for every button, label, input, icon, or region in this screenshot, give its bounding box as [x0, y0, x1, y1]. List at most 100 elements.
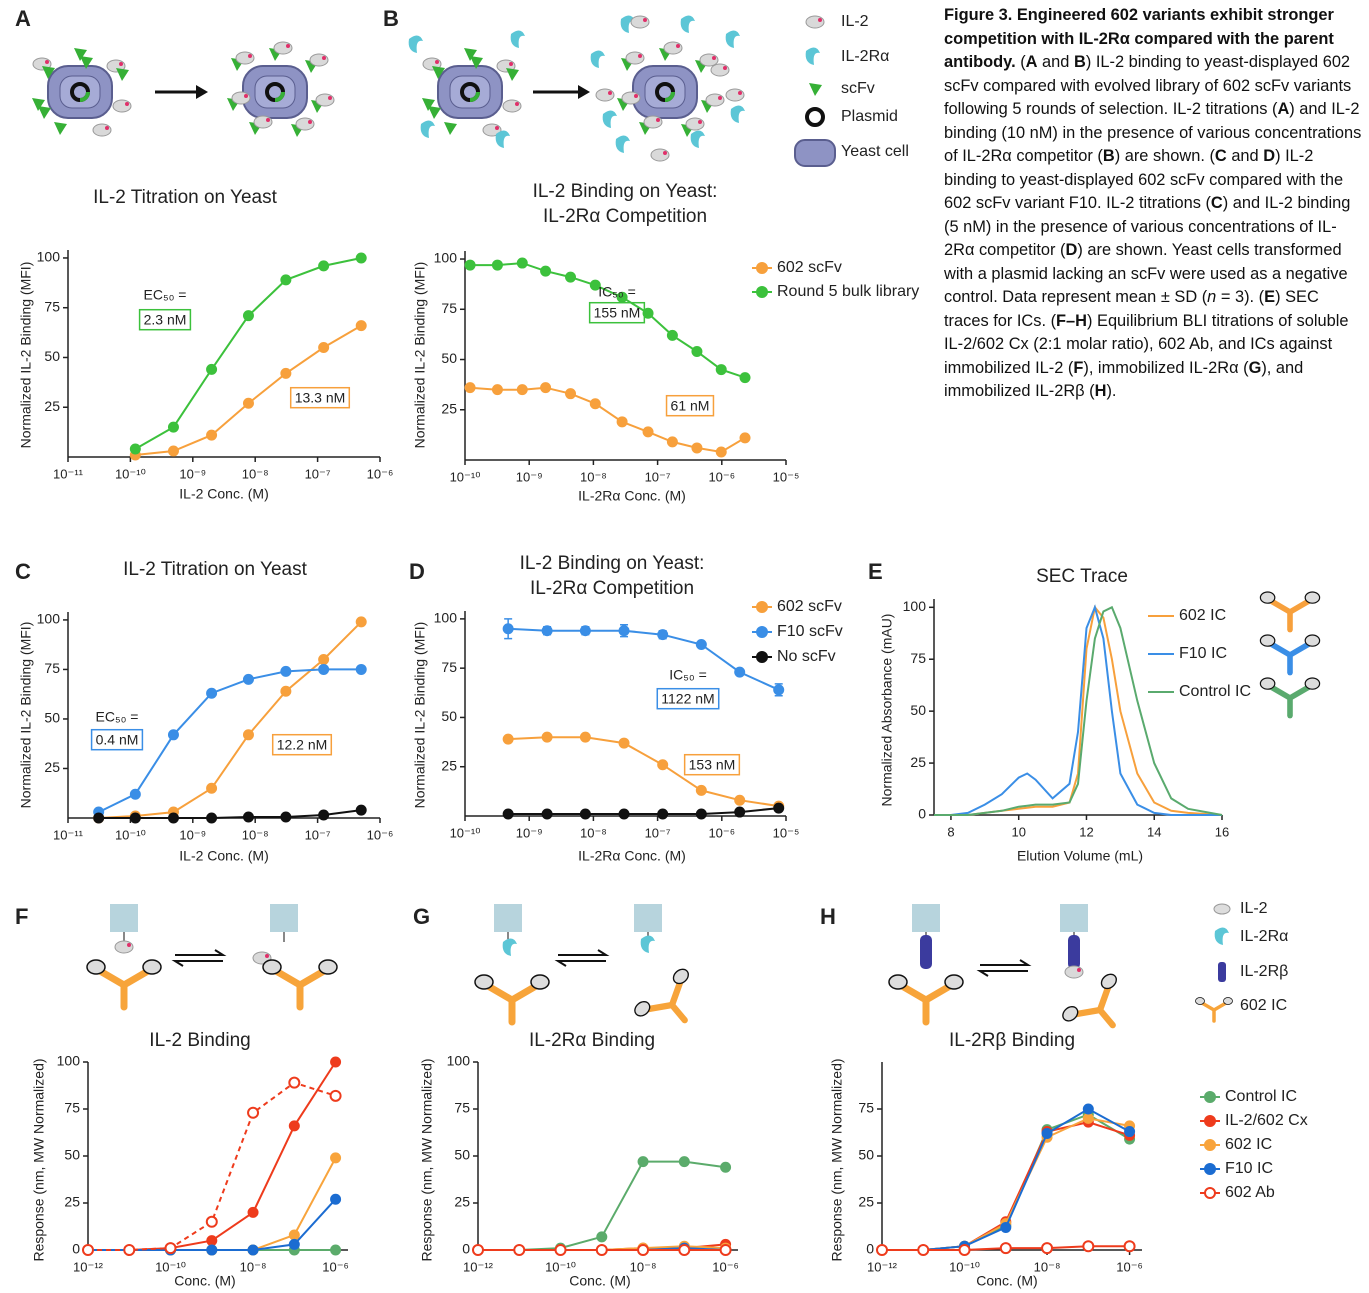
caption-run: and — [1226, 147, 1264, 165]
data-point — [719, 1244, 732, 1256]
annotation: 2.3 nM — [144, 312, 187, 328]
antibody-arm — [1267, 640, 1293, 658]
panel-label: A — [15, 6, 31, 31]
y-tick-label: 75 — [44, 660, 60, 676]
data-point — [1082, 1112, 1094, 1124]
antibody-icon — [474, 974, 550, 1026]
il2-icon — [231, 91, 251, 105]
antibody-arm — [1212, 1001, 1228, 1012]
data-point — [657, 808, 669, 820]
legend-label: IL-2Rα — [1240, 928, 1288, 945]
antibody-tip — [1195, 997, 1205, 1005]
caption-run: ), and immobilized IL-2Rβ ( — [944, 358, 1304, 401]
legend-label: Round 5 bulk library — [777, 283, 919, 300]
legend-label: 602 IC — [1179, 607, 1226, 624]
antibody-arm — [1096, 1006, 1116, 1029]
il2-icon — [643, 115, 663, 129]
legend-label: Control IC — [1179, 683, 1251, 700]
caption-run: D — [1263, 147, 1276, 165]
legend-label: 602 IC — [1225, 1136, 1272, 1153]
antibody-arm — [96, 967, 128, 989]
antibody-tip — [672, 968, 689, 985]
y-tick-label: 25 — [64, 1194, 80, 1210]
annotation: EC₅₀ = — [96, 709, 139, 725]
il2-dot — [328, 96, 332, 100]
annotation: EC₅₀ = — [144, 287, 187, 303]
il2ra-icon — [1214, 927, 1229, 945]
il2-icon — [630, 15, 650, 29]
legend-label: F10 IC — [1225, 1160, 1273, 1177]
antibody-arm — [644, 1001, 676, 1013]
annotation-box — [656, 687, 720, 710]
data-point — [657, 759, 669, 771]
data-point — [129, 812, 141, 824]
y-tick-label: 50 — [441, 708, 457, 724]
caption: Figure 3. Engineered 602 variants exhibi… — [944, 4, 1364, 404]
x-tick-label: 10⁻⁷ — [305, 827, 331, 842]
x-tick-label: 10⁻⁶ — [712, 1259, 739, 1274]
il2ra-icon — [408, 35, 423, 53]
data-point — [541, 808, 553, 820]
antibody-arm — [1200, 1001, 1216, 1012]
data-point — [491, 259, 503, 271]
y-axis-label: Normalized IL-2 Binding (MFI) — [412, 262, 428, 449]
series-line — [508, 627, 780, 691]
x-tick-label: 10⁻⁷ — [305, 466, 331, 481]
yeast-inner — [449, 75, 491, 109]
y-tick-label: 25 — [44, 759, 60, 775]
caption-run: G — [1248, 358, 1262, 377]
panel-label: F — [15, 904, 28, 929]
data-point — [318, 342, 330, 354]
annotation: 1122 nM — [661, 691, 714, 707]
x-axis-label: Conc. (M) — [174, 1273, 235, 1289]
data-point — [355, 663, 367, 675]
x-axis-label: IL-2 Conc. (M) — [179, 848, 268, 864]
data-point — [280, 367, 292, 379]
plasmid-insert — [274, 91, 285, 102]
legend-label: 602 scFv — [777, 259, 842, 276]
data-point — [206, 363, 218, 375]
data-point — [464, 382, 476, 394]
caption-run: C — [1210, 194, 1223, 212]
arrow-head — [578, 85, 590, 99]
y-tick-label: 25 — [454, 1194, 470, 1210]
x-tick-label: 10⁻⁹ — [516, 469, 543, 484]
y-tick-label: 0 — [866, 1241, 874, 1257]
yeast-cell — [794, 139, 836, 167]
scfv-icon — [428, 106, 441, 119]
x-tick-label: 10⁻⁹ — [179, 827, 206, 842]
series-line — [934, 604, 1222, 816]
il2-icon — [309, 53, 329, 67]
legend-marker — [1204, 1115, 1216, 1127]
y-tick-label: 100 — [434, 610, 458, 626]
chart-title: IL-2Rα Competition — [543, 206, 707, 227]
series-line — [98, 809, 362, 819]
caption-run: E — [1264, 288, 1276, 306]
x-tick-label: 10⁻¹¹ — [53, 466, 84, 481]
data-point — [288, 1229, 300, 1241]
y-tick-label: 50 — [858, 1147, 874, 1163]
y-tick-label: 100 — [903, 598, 927, 614]
antibody-tip — [1304, 677, 1321, 690]
data-point — [206, 1235, 218, 1247]
data-point — [247, 1244, 259, 1256]
y-axis-label: Normalized IL-2 Binding (MFI) — [412, 622, 428, 809]
data-point — [554, 1244, 567, 1256]
antibody-icon — [1062, 973, 1117, 1029]
il2ra-icon — [502, 938, 517, 956]
antibody-tip — [262, 959, 282, 975]
data-point — [678, 1244, 691, 1256]
data-point — [242, 397, 254, 409]
data-point — [1082, 1103, 1094, 1115]
caption-run: ) are shown. ( — [1114, 147, 1215, 165]
data-point — [1041, 1127, 1053, 1139]
plasmid — [805, 107, 825, 127]
legend-label: scFv — [841, 80, 875, 97]
data-point — [734, 794, 746, 806]
il2-dot — [105, 126, 109, 130]
y-tick-label: 100 — [37, 611, 61, 627]
caption-run: H — [1094, 382, 1107, 400]
legend-label: Plasmid — [841, 108, 898, 125]
legend-label: Yeast cell — [841, 143, 909, 160]
